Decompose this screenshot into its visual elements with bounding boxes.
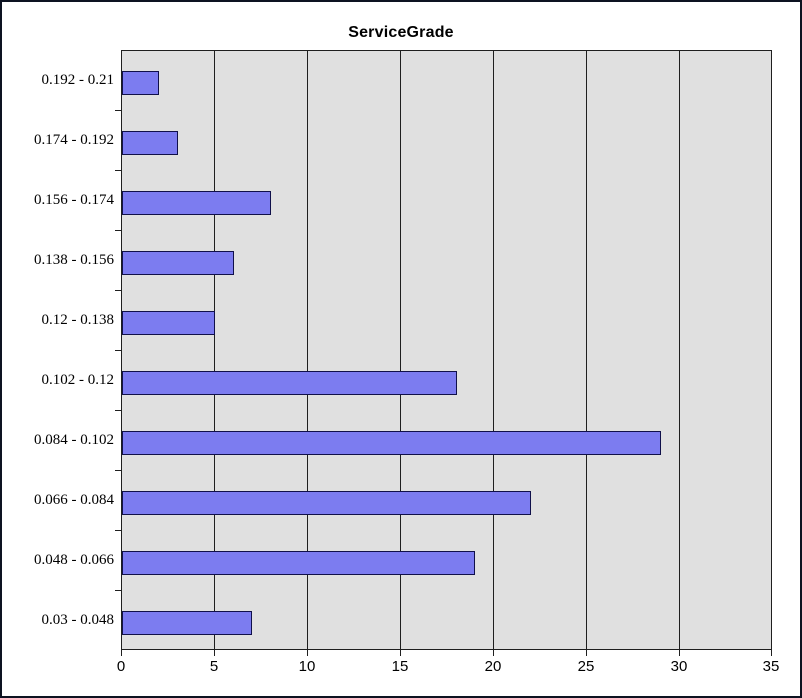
y-axis-label: 0.156 - 0.174	[34, 191, 114, 208]
gridline	[214, 51, 215, 649]
gridline	[586, 51, 587, 649]
y-axis-label: 0.048 - 0.066	[34, 551, 114, 568]
y-axis-label: 0.138 - 0.156	[34, 251, 114, 268]
bar	[122, 551, 476, 575]
x-axis-tick	[400, 650, 401, 656]
x-axis-tick-label: 35	[762, 658, 780, 675]
y-axis-tick	[115, 110, 121, 111]
y-axis-label: 0.084 - 0.102	[34, 431, 114, 448]
bar	[122, 371, 457, 395]
y-axis-tick	[115, 410, 121, 411]
x-axis-tick-label: 0	[116, 658, 126, 675]
y-axis-tick	[115, 470, 121, 471]
x-axis-tick-label: 10	[298, 658, 316, 675]
bar	[122, 71, 160, 95]
x-axis-tick-label: 20	[484, 658, 502, 675]
x-axis-tick	[679, 650, 680, 656]
x-axis-tick-label: 5	[209, 658, 219, 675]
y-axis-tick	[115, 170, 121, 171]
y-axis-tick	[115, 350, 121, 351]
y-axis-tick	[115, 530, 121, 531]
bar	[122, 611, 253, 635]
x-axis-tick	[121, 650, 122, 656]
y-axis-tick	[115, 590, 121, 591]
y-axis-label: 0.12 - 0.138	[41, 311, 115, 328]
y-axis-label: 0.192 - 0.21	[41, 71, 115, 88]
y-axis-label: 0.03 - 0.048	[41, 611, 115, 628]
y-axis-tick	[115, 230, 121, 231]
gridline	[679, 51, 680, 649]
bar	[122, 191, 271, 215]
plot-area	[121, 50, 772, 650]
gridline	[493, 51, 494, 649]
bar	[122, 431, 662, 455]
x-axis-tick-label: 25	[577, 658, 595, 675]
x-axis-tick	[307, 650, 308, 656]
bar	[122, 251, 234, 275]
y-axis-label: 0.102 - 0.12	[41, 371, 115, 388]
bar	[122, 311, 215, 335]
x-axis-tick	[214, 650, 215, 656]
y-axis-label: 0.174 - 0.192	[34, 131, 114, 148]
x-axis-tick	[586, 650, 587, 656]
y-axis-tick	[115, 290, 121, 291]
bar	[122, 131, 178, 155]
x-axis-tick	[771, 650, 772, 656]
x-axis-tick-label: 30	[670, 658, 688, 675]
chart-title: ServiceGrade	[348, 24, 454, 41]
gridline	[307, 51, 308, 649]
bar	[122, 491, 532, 515]
y-axis-label: 0.066 - 0.084	[34, 491, 114, 508]
x-axis-tick	[493, 650, 494, 656]
gridline	[400, 51, 401, 649]
x-axis-tick-label: 15	[391, 658, 409, 675]
